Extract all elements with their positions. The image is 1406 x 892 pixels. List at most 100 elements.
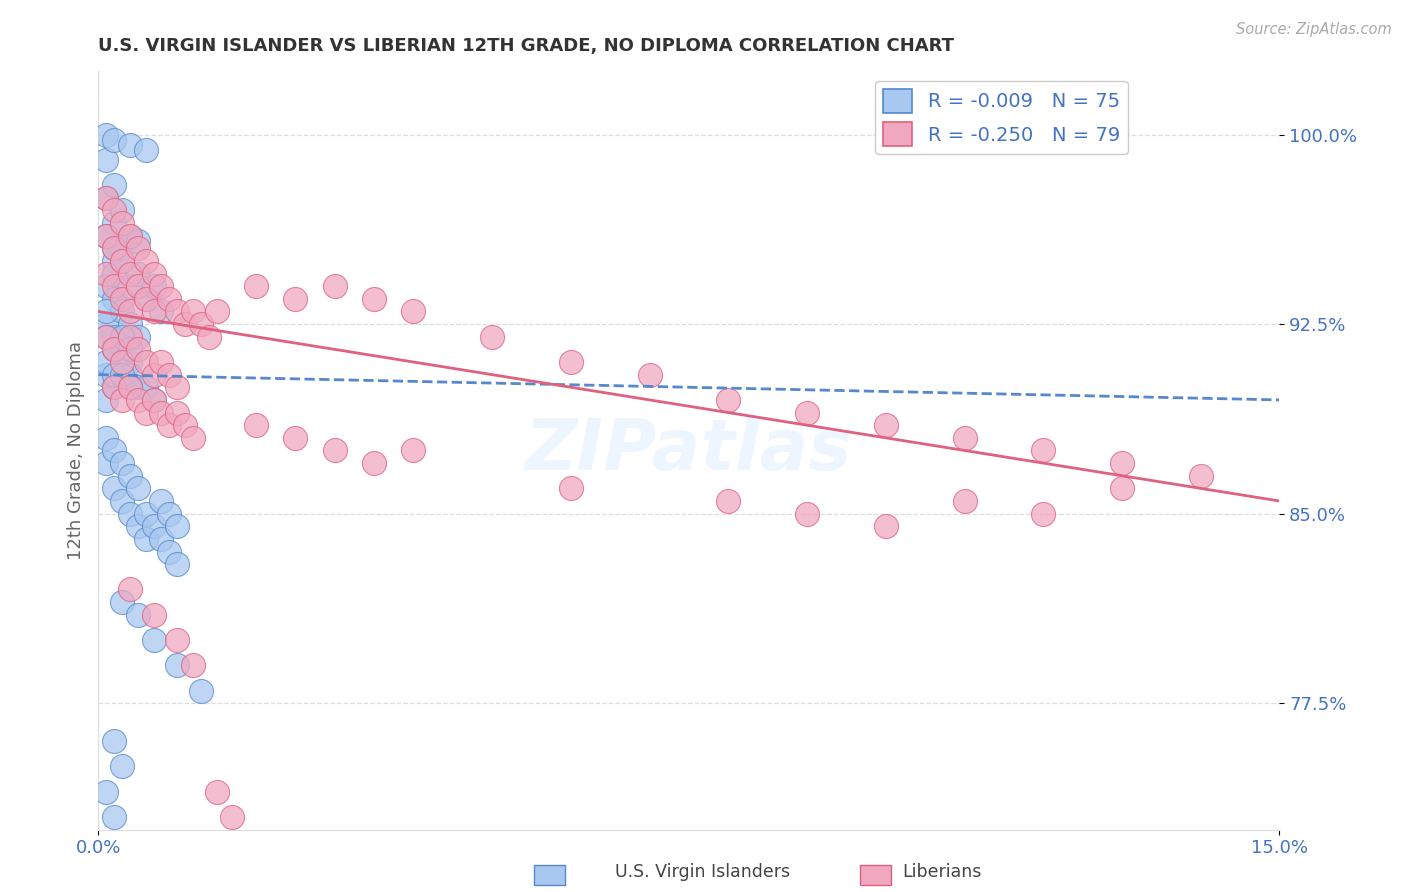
Point bbox=[111, 494, 134, 508]
Point bbox=[103, 734, 125, 748]
Text: U.S. Virgin Islanders: U.S. Virgin Islanders bbox=[616, 863, 790, 881]
Point bbox=[875, 418, 897, 433]
Point bbox=[111, 203, 134, 218]
Point bbox=[157, 292, 180, 306]
Text: Liberians: Liberians bbox=[903, 863, 981, 881]
Point bbox=[221, 810, 243, 824]
Point bbox=[135, 253, 157, 268]
Point bbox=[111, 241, 134, 255]
Point bbox=[150, 532, 173, 546]
Point bbox=[103, 267, 125, 281]
Point bbox=[96, 329, 118, 343]
Point bbox=[96, 456, 118, 470]
Point bbox=[118, 228, 141, 243]
Point bbox=[111, 595, 134, 609]
Point bbox=[205, 304, 228, 318]
Point bbox=[1189, 468, 1212, 483]
Point bbox=[103, 481, 125, 495]
Point bbox=[118, 267, 141, 281]
Point bbox=[166, 632, 188, 647]
Point bbox=[142, 304, 165, 318]
Point bbox=[96, 128, 118, 142]
Point bbox=[103, 329, 125, 343]
Point bbox=[127, 392, 149, 407]
Point bbox=[560, 355, 582, 369]
Point bbox=[96, 317, 118, 331]
Point bbox=[96, 392, 118, 407]
Point bbox=[796, 507, 818, 521]
Point bbox=[363, 456, 385, 470]
Point bbox=[111, 759, 134, 773]
Point bbox=[127, 234, 149, 248]
Point bbox=[402, 443, 425, 458]
Point bbox=[150, 405, 173, 419]
Point bbox=[96, 329, 118, 343]
Point bbox=[103, 203, 125, 218]
Point bbox=[135, 532, 157, 546]
Point bbox=[127, 481, 149, 495]
Point bbox=[142, 607, 165, 622]
Point bbox=[181, 304, 204, 318]
Point bbox=[118, 507, 141, 521]
Point bbox=[402, 304, 425, 318]
Legend: R = -0.009   N = 75, R = -0.250   N = 79: R = -0.009 N = 75, R = -0.250 N = 79 bbox=[876, 81, 1128, 153]
Point bbox=[96, 228, 118, 243]
Point bbox=[166, 304, 188, 318]
Point bbox=[103, 810, 125, 824]
Point bbox=[135, 507, 157, 521]
Point bbox=[174, 317, 197, 331]
Point bbox=[323, 443, 346, 458]
Point bbox=[103, 343, 125, 357]
Point bbox=[127, 267, 149, 281]
Point bbox=[197, 329, 219, 343]
Point bbox=[796, 405, 818, 419]
Point bbox=[111, 253, 134, 268]
Point bbox=[118, 317, 141, 331]
Point bbox=[118, 343, 141, 357]
Point bbox=[142, 368, 165, 382]
Point bbox=[157, 507, 180, 521]
Point bbox=[284, 431, 307, 445]
Point bbox=[127, 519, 149, 533]
Point bbox=[111, 329, 134, 343]
Point bbox=[284, 292, 307, 306]
Point bbox=[103, 443, 125, 458]
Point bbox=[157, 418, 180, 433]
Point bbox=[181, 431, 204, 445]
Text: Source: ZipAtlas.com: Source: ZipAtlas.com bbox=[1236, 22, 1392, 37]
Point bbox=[142, 392, 165, 407]
Point bbox=[127, 380, 149, 394]
Text: U.S. VIRGIN ISLANDER VS LIBERIAN 12TH GRADE, NO DIPLOMA CORRELATION CHART: U.S. VIRGIN ISLANDER VS LIBERIAN 12TH GR… bbox=[98, 37, 955, 54]
Point bbox=[181, 658, 204, 673]
Point bbox=[135, 405, 157, 419]
Point bbox=[150, 279, 173, 293]
Point bbox=[96, 191, 118, 205]
Point bbox=[953, 431, 976, 445]
Point bbox=[96, 191, 118, 205]
Point bbox=[118, 380, 141, 394]
Point bbox=[157, 368, 180, 382]
Point bbox=[135, 143, 157, 157]
Point bbox=[111, 368, 134, 382]
Point bbox=[174, 418, 197, 433]
Point bbox=[135, 292, 157, 306]
Point bbox=[111, 292, 134, 306]
Point bbox=[166, 519, 188, 533]
Point bbox=[190, 683, 212, 698]
Point bbox=[142, 279, 165, 293]
Point bbox=[166, 658, 188, 673]
Point bbox=[166, 557, 188, 572]
Point bbox=[135, 355, 157, 369]
Point bbox=[166, 380, 188, 394]
Point bbox=[96, 228, 118, 243]
Point bbox=[127, 343, 149, 357]
Point bbox=[118, 329, 141, 343]
Point bbox=[150, 494, 173, 508]
Point bbox=[205, 784, 228, 798]
Point bbox=[142, 632, 165, 647]
Point bbox=[363, 292, 385, 306]
Point bbox=[111, 253, 134, 268]
Point bbox=[118, 368, 141, 382]
Point bbox=[142, 267, 165, 281]
Point bbox=[1111, 481, 1133, 495]
